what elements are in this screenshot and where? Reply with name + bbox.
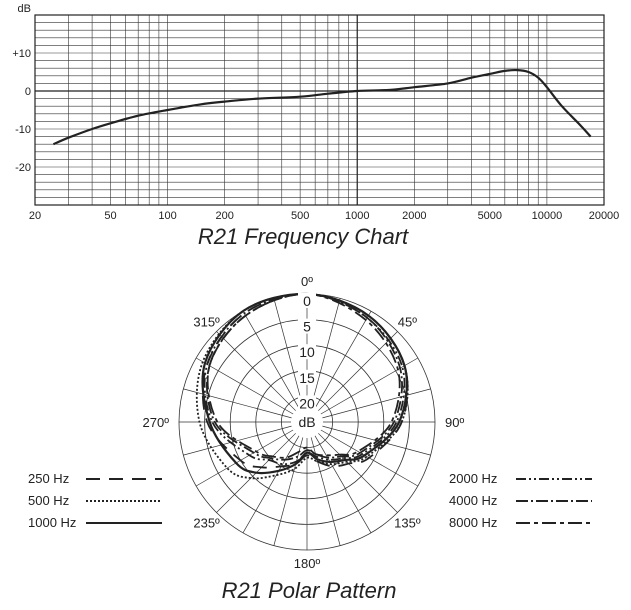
polar-spoke <box>183 425 292 456</box>
y-tick-label: -20 <box>15 162 31 174</box>
polar-spoke <box>314 435 372 534</box>
polar-spoke <box>310 437 341 546</box>
y-tick-label: -10 <box>15 124 31 136</box>
polar-spoke <box>320 357 419 415</box>
polar-legend: 250 Hz 500 Hz 1000 Hz 2000 Hz 4000 Hz 8000 Hz <box>28 471 592 530</box>
polar-curve-2000hz <box>203 293 406 466</box>
x-tick-label: 20 <box>29 210 41 222</box>
x-tick-label: 2000 <box>402 210 426 222</box>
polar-grid <box>178 293 436 551</box>
legend-label: 250 Hz <box>28 471 69 486</box>
radial-tick-label: 5 <box>303 319 311 335</box>
legend-label: 500 Hz <box>28 493 69 508</box>
radial-tick-background <box>298 293 316 308</box>
polar-spoke <box>195 429 294 487</box>
polar-spoke <box>183 388 292 419</box>
polar-spoke <box>273 298 304 407</box>
polar-spoke <box>310 298 341 407</box>
polar-curve-500hz <box>195 293 409 480</box>
x-tick-label: 10000 <box>532 210 563 222</box>
plot-frame <box>34 14 605 206</box>
radial-tick-label: 0 <box>303 293 311 309</box>
polar-curve-8000hz <box>206 293 401 459</box>
angle-label: 90º <box>445 415 464 430</box>
frequency-y-axis-label: dB <box>18 3 31 15</box>
radial-tick-background <box>298 318 316 334</box>
angle-label: 135º <box>394 515 421 530</box>
radial-tick-label: 20 <box>299 395 315 411</box>
radial-tick-label: 15 <box>299 370 315 386</box>
polar-lines <box>195 292 409 480</box>
x-tick-label: 20000 <box>589 210 620 222</box>
polar-spoke <box>318 331 398 411</box>
polar-spoke <box>242 435 300 534</box>
frequency-axes: 20 50 100 200 500 1000 2000 5000 10000 20000 +10 0 -… <box>12 14 620 222</box>
polar-spoke <box>273 437 304 546</box>
frequency-chart-title: R21 Frequency Chart <box>198 224 409 249</box>
x-tick-label: 500 <box>291 210 309 222</box>
polar-center-background <box>293 408 321 436</box>
radial-tick-background <box>298 369 316 385</box>
polar-center-label: dB <box>298 414 315 430</box>
angle-label: 315º <box>193 315 220 330</box>
polar-spoke <box>322 388 431 419</box>
angle-label: 45º <box>398 315 417 330</box>
x-tick-label: 200 <box>215 210 233 222</box>
x-tick-label: 100 <box>158 210 176 222</box>
radial-tick-background <box>298 344 316 360</box>
angle-label: 270º <box>143 415 170 430</box>
polar-spoke <box>314 310 372 409</box>
legend-label: 1000 Hz <box>28 515 76 530</box>
polar-spoke <box>195 357 294 415</box>
polar-curve-250hz <box>201 293 409 469</box>
polar-curve-1000hz <box>201 292 408 475</box>
angle-label: 180º <box>294 556 321 571</box>
y-tick-label: 0 <box>25 86 31 98</box>
polar-curve-4000hz <box>206 293 403 461</box>
frequency-chart: 20 50 100 200 500 1000 2000 5000 10000 20000 +10 0 -… <box>12 3 619 249</box>
radial-tick-background <box>298 395 316 411</box>
x-tick-label: 50 <box>104 210 116 222</box>
frequency-line <box>52 68 592 146</box>
x-tick-label: 5000 <box>478 210 502 222</box>
polar-spoke <box>318 433 398 513</box>
legend-label: 8000 Hz <box>449 515 497 530</box>
x-tick-label: 1000 <box>345 210 369 222</box>
legend-label: 2000 Hz <box>449 471 497 486</box>
legend-label: 4000 Hz <box>449 493 497 508</box>
polar-spoke <box>216 331 296 411</box>
frequency-response-curve <box>52 68 592 146</box>
angle-label: 235º <box>193 515 220 530</box>
polar-chart-title: R21 Polar Pattern <box>222 578 397 603</box>
y-tick-label: +10 <box>12 48 31 60</box>
polar-labels: 0 5 10 15 20 0º 45º 90º 135º 180º 235º 270º 315º <box>143 274 465 571</box>
polar-spoke <box>242 310 300 409</box>
angle-label: 0º <box>301 274 313 289</box>
radial-tick-label: 10 <box>299 344 315 360</box>
frequency-grid <box>35 15 604 205</box>
